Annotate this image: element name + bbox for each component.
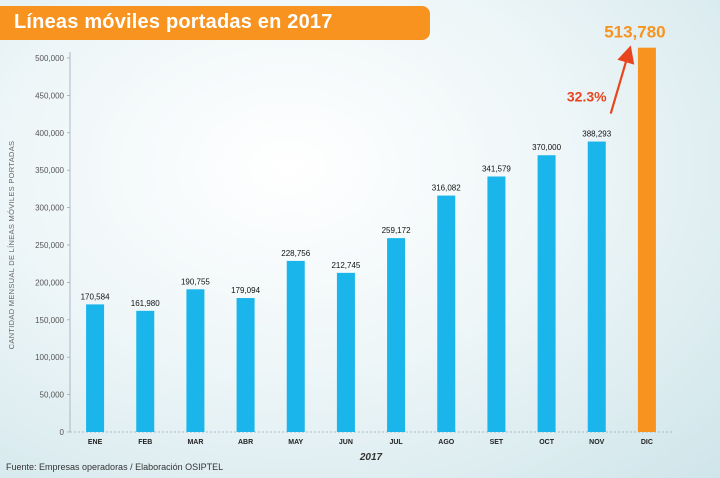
bar: [537, 155, 556, 433]
x-tick-label: OCT: [539, 439, 555, 446]
value-label: 212,745: [331, 261, 360, 270]
y-tick-label: 350,000: [35, 166, 64, 175]
y-tick-label: 450,000: [35, 91, 64, 100]
y-axis-title: CANTIDAD MENSUAL DE LÍNEAS MÓVILES PORTA…: [7, 141, 16, 350]
x-tick-label: MAR: [187, 439, 203, 446]
y-tick-label: 0: [60, 428, 65, 437]
growth-arrow: [609, 45, 635, 114]
bar: [587, 141, 606, 433]
y-tick-label: 100,000: [35, 353, 64, 362]
x-tick-label: SET: [490, 439, 504, 446]
y-tick-label: 400,000: [35, 129, 64, 138]
bar: [336, 272, 355, 432]
bar: [286, 260, 305, 432]
x-tick-label: JUL: [389, 439, 403, 446]
y-tick-label: 250,000: [35, 241, 64, 250]
bar: [136, 310, 155, 432]
x-tick-label: NOV: [589, 439, 605, 446]
value-label: 316,082: [432, 184, 461, 193]
chart-title: Líneas móviles portadas en 2017: [14, 11, 333, 33]
value-label: 259,172: [382, 226, 411, 235]
x-tick-label: MAY: [288, 439, 303, 446]
value-label: 170,584: [81, 292, 110, 301]
value-label: 370,000: [532, 143, 561, 152]
x-tick-label: JUN: [339, 439, 353, 446]
bar-highlight: [637, 47, 656, 432]
x-tick-label: FEB: [138, 439, 152, 446]
value-label: 161,980: [131, 299, 160, 308]
bar: [387, 238, 406, 432]
x-tick-label: AGO: [438, 439, 455, 446]
value-label: 388,293: [582, 130, 611, 139]
value-label: 179,094: [231, 286, 260, 295]
bar: [186, 289, 205, 432]
bar: [236, 298, 255, 432]
source-note: Fuente: Empresas operadoras / Elaboració…: [6, 462, 224, 472]
bar: [487, 176, 506, 432]
x-tick-label: DIC: [641, 439, 653, 446]
y-tick-label: 500,000: [35, 54, 64, 63]
y-tick-label: 200,000: [35, 278, 64, 287]
value-label: 190,755: [181, 277, 210, 286]
y-tick-label: 50,000: [40, 391, 65, 400]
x-tick-label: ABR: [238, 439, 253, 446]
x-tick-label: ENE: [88, 439, 103, 446]
growth-percentage-label: 32.3%: [567, 89, 607, 105]
bar: [437, 195, 456, 432]
bar: [86, 304, 105, 432]
value-label: 228,756: [281, 249, 310, 258]
y-tick-label: 150,000: [35, 316, 64, 325]
value-label-highlight: 513,780: [604, 23, 665, 42]
y-tick-label: 300,000: [35, 204, 64, 213]
title-banner: Líneas móviles portadas en 2017: [0, 6, 430, 40]
x-axis-title: 2017: [359, 452, 383, 463]
value-label: 341,579: [482, 164, 511, 173]
